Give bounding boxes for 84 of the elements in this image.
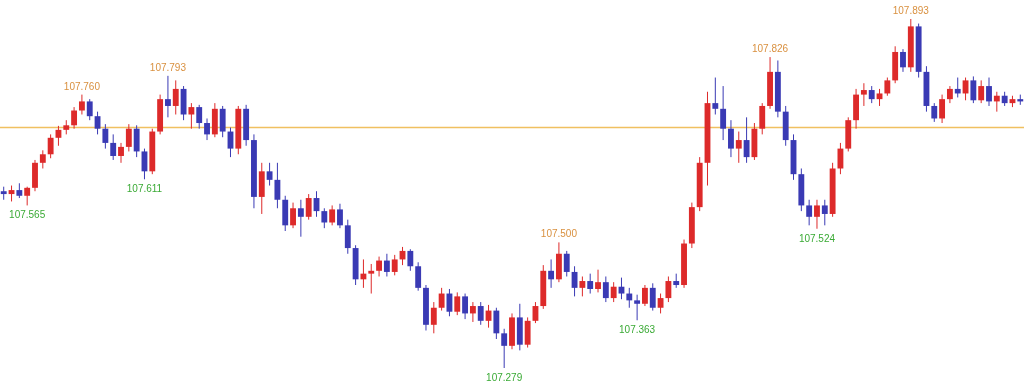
candlestick [204,117,210,141]
candlestick [821,199,828,226]
candlestick [165,75,171,118]
candlestick [188,102,195,130]
candlestick [78,94,85,115]
candlestick [415,261,422,292]
candlestick [24,186,31,206]
candlestick [290,202,296,229]
candlestick [900,48,906,73]
candlestick [579,275,586,297]
candlestick [728,119,734,158]
candlestick [931,102,938,123]
candlestick [548,258,555,289]
candlestick [884,77,891,97]
candlestick [563,250,570,277]
candlestick [860,82,867,107]
candlestick [735,131,742,164]
candlestick [430,301,437,334]
candlestick [172,79,179,115]
candlestick [118,142,124,164]
annotation: 107.565 [9,209,46,221]
candlestick [759,102,766,135]
annotation: 107.500 [540,228,578,240]
candlestick [86,98,93,121]
annotation: 107.363 [619,324,656,336]
candlestick [102,123,109,150]
candlestick [376,256,382,277]
candlestick [391,254,398,276]
candlestick [47,133,54,159]
candlestick [993,91,1000,113]
candlestick [665,275,672,303]
candlestick [71,106,78,130]
candlestick [383,253,390,277]
candlestick [125,123,132,152]
annotation: 107.826 [751,43,789,55]
candlestick [720,85,727,141]
candlestick [337,203,343,229]
candlestick [219,105,226,138]
candlestick [978,79,985,104]
candlestick [344,219,351,255]
candlestick [712,77,719,115]
candlestick [368,263,375,295]
candlestick [462,293,469,320]
annotation: 107.279 [486,372,523,383]
candlestick [133,124,140,158]
annotation: 107.611 [126,183,163,195]
candlestick [970,75,977,104]
candlestick [501,328,508,369]
candlestick [469,301,476,323]
candlestick [806,199,813,226]
annotation: 107.793 [149,61,187,73]
candlestick [196,104,203,130]
candlestick [986,77,992,107]
candlestick [587,273,594,295]
candlestick [39,149,46,169]
candlestick [321,207,328,229]
annotation: 107.760 [63,80,101,92]
candlestick [477,301,484,326]
candlestick [493,307,500,340]
candlestick [602,275,609,303]
candlestick [110,133,117,161]
candlestick [610,281,617,303]
candlestick [743,116,750,164]
candlestick [438,287,445,312]
candlestick [329,204,336,226]
candlestick [454,291,461,316]
candlestick [266,162,273,187]
candlestick [305,193,312,221]
candlestick [360,258,367,289]
candlestick [649,282,656,312]
candlestick [642,284,648,307]
candlestick [634,294,641,321]
candlestick [837,142,844,175]
candlestick [274,162,281,209]
candlestick [524,316,531,349]
candlestick [939,94,946,124]
candlestick [297,199,304,238]
annotation: 107.893 [892,5,930,16]
candlestick [595,269,601,293]
candlestick [407,248,414,272]
annotation: 107.524 [798,232,836,244]
candlestick [626,287,633,309]
candlestick [814,199,820,230]
candlestick [657,293,664,314]
